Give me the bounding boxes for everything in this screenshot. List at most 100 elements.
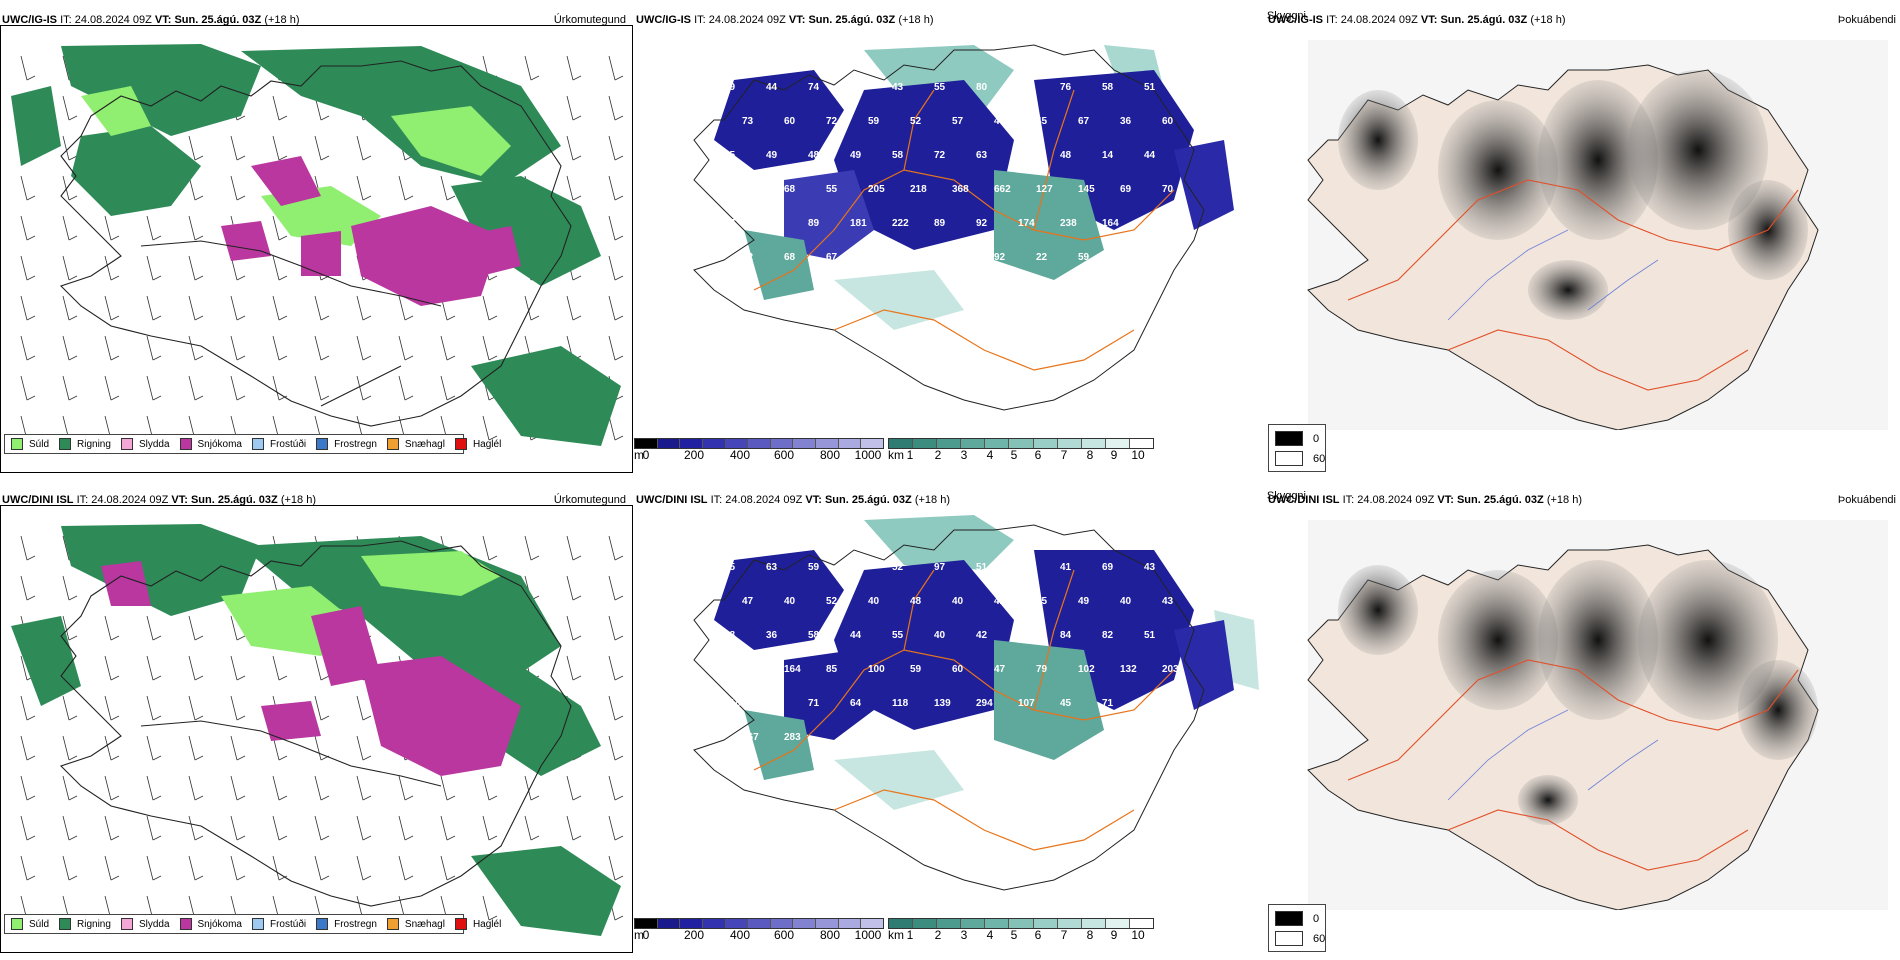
cloud-base-label: 51 bbox=[1144, 630, 1156, 641]
wind-barb bbox=[104, 335, 120, 361]
wind-barb bbox=[272, 215, 288, 241]
wind-barb bbox=[482, 895, 498, 921]
colorbar-cell bbox=[680, 919, 703, 928]
lead-time: (+18 h) bbox=[1546, 494, 1582, 506]
roads bbox=[1347, 179, 1799, 391]
cloud-base-label: 60 bbox=[952, 664, 964, 675]
wind-barb bbox=[62, 855, 78, 881]
cloud-base-label: 59 bbox=[1078, 252, 1090, 263]
cloud-base-label: 95 bbox=[766, 698, 778, 709]
wind-barb bbox=[272, 255, 288, 281]
cloud-base-label: 60 bbox=[850, 82, 862, 93]
fog-indicator-panel: UWC/IG-IS IT: 24.08.2024 09Z VT: Sun. 25… bbox=[1268, 10, 1900, 480]
visibility-tick: 7 bbox=[1060, 448, 1068, 462]
wind-barb bbox=[188, 695, 204, 721]
cloud-base-label: 60 bbox=[1162, 116, 1174, 127]
cloud-base-unit: m bbox=[634, 448, 644, 462]
wind-barb bbox=[146, 335, 162, 361]
wind-barb bbox=[272, 775, 288, 801]
legend-item-rigning: Rigning bbox=[59, 918, 111, 930]
wind-barb bbox=[230, 735, 246, 761]
wind-barb bbox=[62, 215, 78, 241]
legend-item-snjokoma: Snjókoma bbox=[179, 918, 242, 930]
wind-barb bbox=[608, 855, 624, 881]
cloud-visibility-panel: UWC/DINI ISL IT: 24.08.2024 09Z VT: Sun.… bbox=[634, 490, 1306, 960]
legend-swatch bbox=[179, 918, 192, 930]
cloud-base-tick: 0 bbox=[642, 448, 650, 462]
legend-swatch bbox=[59, 438, 72, 450]
colorbar-cell bbox=[913, 439, 938, 448]
wind-barb bbox=[104, 375, 120, 401]
wind-barb bbox=[566, 95, 582, 121]
model-name: UWC/IG-IS bbox=[636, 14, 691, 26]
wind-barb bbox=[608, 55, 624, 81]
precip-type-legend: Súld Rigning Slydda Snjókoma Frostúði Fr… bbox=[4, 434, 501, 454]
wind-barb bbox=[104, 255, 120, 281]
fog-legend-item: 60 bbox=[1275, 451, 1325, 466]
wind-barb bbox=[566, 55, 582, 81]
wind-barb bbox=[146, 815, 162, 841]
legend-swatch bbox=[251, 918, 264, 930]
cloud-base-label: 76 bbox=[1060, 82, 1072, 93]
legend-swatch bbox=[11, 438, 23, 450]
legend-item-snaehagl: Snæhagl bbox=[386, 438, 445, 450]
cloud-base-label: 243 bbox=[868, 252, 885, 263]
colorbar-cell bbox=[702, 439, 726, 448]
cloud-base-label: 79 bbox=[724, 82, 736, 93]
cloud-base-label: 662 bbox=[994, 184, 1011, 195]
model-name: UWC/IG-IS bbox=[2, 14, 57, 26]
fog-swatch bbox=[1275, 451, 1303, 466]
panel-title-visibility: Skyggni bbox=[1266, 10, 1306, 22]
legend-label: Haglél bbox=[472, 438, 502, 450]
cloud-base-tick: 600 bbox=[773, 448, 795, 462]
vt-label: VT: bbox=[171, 494, 188, 506]
colorbar-cell bbox=[838, 439, 862, 448]
cloud-base-label: 70 bbox=[1162, 184, 1174, 195]
cloud-base-label: 51 bbox=[976, 562, 988, 573]
wind-barb bbox=[608, 655, 624, 681]
visibility-tick: 5 bbox=[1010, 928, 1018, 942]
colorbar-cell bbox=[889, 919, 914, 928]
wind-barb bbox=[566, 775, 582, 801]
cloud-base-tick: 600 bbox=[773, 928, 795, 942]
cloud-base-label: 38 bbox=[724, 630, 736, 641]
cloud-base-label: 84 bbox=[1060, 630, 1072, 641]
colorbar-cell bbox=[1057, 919, 1082, 928]
visibility-areas bbox=[834, 515, 1259, 810]
wind-barb bbox=[230, 695, 246, 721]
wind-barb bbox=[272, 335, 288, 361]
colorbar-cell bbox=[635, 919, 658, 928]
cloud-base-label: 70 bbox=[850, 562, 862, 573]
wind-barb bbox=[356, 295, 372, 321]
cloud-base-label: 79 bbox=[1036, 664, 1048, 675]
wind-barb bbox=[62, 175, 78, 201]
wind-barb bbox=[608, 775, 624, 801]
valid-time: Sun. 25.ágú. 03Z bbox=[174, 14, 262, 26]
colorbar-cell bbox=[635, 439, 658, 448]
cloud-base-areas bbox=[714, 550, 1234, 780]
wind-barb bbox=[566, 175, 582, 201]
panel-title-visibility: Skyggni bbox=[1266, 490, 1306, 502]
wind-barb bbox=[20, 255, 36, 281]
wind-barb bbox=[20, 735, 36, 761]
wind-barb bbox=[20, 575, 36, 601]
colorbar-cell bbox=[816, 919, 839, 928]
legend-swatch bbox=[454, 918, 467, 930]
wind-barb bbox=[356, 135, 372, 161]
cloud-base-label: 59 bbox=[868, 116, 880, 127]
cloud-visibility-panel: UWC/IG-IS IT: 24.08.2024 09Z VT: Sun. 25… bbox=[634, 10, 1306, 480]
cloud-base-label: 89 bbox=[808, 218, 820, 229]
cloud-base-label: 43 bbox=[892, 82, 904, 93]
cloud-base-label: 60 bbox=[1120, 252, 1132, 263]
wind-barb bbox=[608, 575, 624, 601]
colorbar-cell bbox=[1009, 919, 1034, 928]
cloud-base-label: 45 bbox=[1060, 698, 1072, 709]
legend-label: Haglél bbox=[472, 918, 502, 930]
cloud-base-label: 49 bbox=[850, 150, 862, 161]
cloud-base-label: 22 bbox=[1036, 252, 1048, 263]
wind-barb bbox=[398, 855, 414, 881]
cloud-base-label: 74 bbox=[808, 82, 820, 93]
cloud-base-label: 64 bbox=[850, 698, 862, 709]
fog-swatch bbox=[1275, 911, 1303, 926]
cloud-base-label: 58 bbox=[808, 630, 820, 641]
